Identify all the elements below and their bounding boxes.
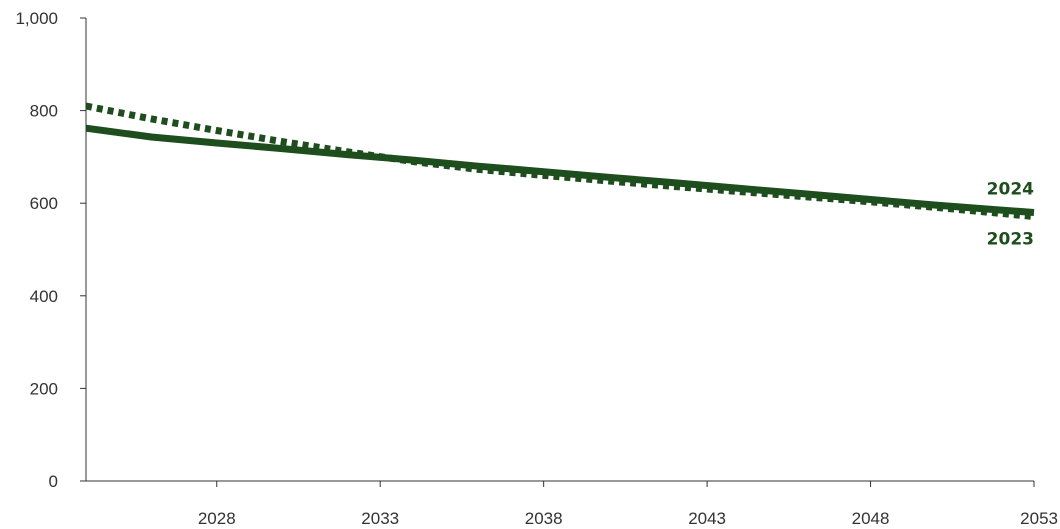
axes <box>85 18 1034 482</box>
x-tick-label: 2028 <box>198 509 236 528</box>
y-tick-label: 0 <box>49 472 58 491</box>
x-tick-label: 2038 <box>525 509 563 528</box>
x-tick-label: 2048 <box>852 509 890 528</box>
series-label-2024: 2024 <box>987 179 1034 199</box>
y-tick-label: 200 <box>30 379 58 398</box>
x-tick-label: 2053 <box>1020 509 1058 528</box>
y-tick-label: 400 <box>30 287 58 306</box>
series-line-2023 <box>85 102 1035 221</box>
series-label-2023: 2023 <box>987 230 1034 250</box>
series-lines <box>85 102 1035 221</box>
x-tick-label: 2033 <box>361 509 399 528</box>
x-ticks: 2028 2033 2038 2043 2048 2053 <box>198 481 1058 528</box>
y-tick-label: 1,000 <box>15 9 58 28</box>
y-tick-label: 600 <box>30 194 58 213</box>
x-tick-label: 2043 <box>688 509 726 528</box>
series-line-2024 <box>85 124 1035 216</box>
y-ticks: 0 200 400 600 800 1,000 <box>15 9 86 491</box>
series-labels: 2024 2023 <box>987 179 1034 249</box>
y-tick-label: 800 <box>30 102 58 121</box>
